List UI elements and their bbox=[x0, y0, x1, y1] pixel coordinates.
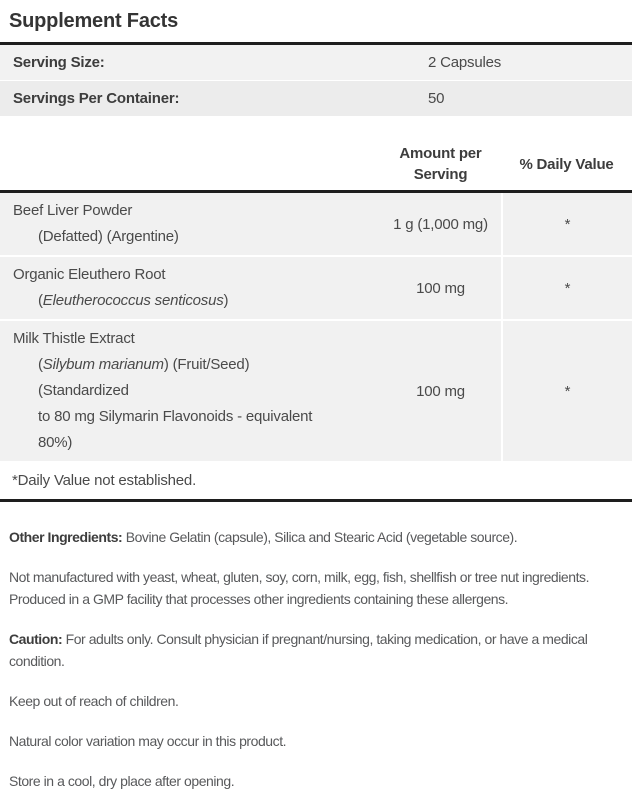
allergen-note: Not manufactured with yeast, wheat, glut… bbox=[9, 566, 623, 610]
note-text: Natural color variation may occur in thi… bbox=[9, 733, 287, 749]
ingredient-table: Beef Liver Powder (Defatted) (Argentine)… bbox=[0, 193, 632, 461]
divider-rule bbox=[0, 42, 632, 45]
note-text: Keep out of reach of children. bbox=[9, 693, 179, 709]
page-title: Supplement Facts bbox=[9, 10, 179, 32]
divider-rule bbox=[0, 190, 632, 193]
daily-value-cell: * bbox=[501, 321, 632, 461]
servings-per-container-label: Servings Per Container: bbox=[13, 90, 180, 107]
divider-rule bbox=[0, 499, 632, 502]
serving-size-row: Serving Size: 2 Capsules bbox=[0, 45, 632, 80]
daily-value-footnote: *Daily Value not established. bbox=[12, 472, 197, 489]
daily-value-cell: * bbox=[501, 257, 632, 319]
table-row-beef-liver: Beef Liver Powder (Defatted) (Argentine)… bbox=[0, 193, 632, 255]
ingredient-text: Beef Liver Powder bbox=[13, 202, 133, 219]
note-text: For adults only. Consult physician if pr… bbox=[9, 631, 588, 669]
ingredient-text: 80%) bbox=[38, 434, 73, 451]
note-text: Not manufactured with yeast, wheat, glut… bbox=[9, 569, 590, 607]
ingredient-text: Milk Thistle Extract bbox=[13, 330, 135, 347]
ingredient-text: ( bbox=[38, 292, 43, 309]
amount-cell: 100 mg bbox=[380, 257, 501, 319]
ingredient-text: (Standardized bbox=[38, 382, 129, 399]
notes-section: Other Ingredients: Bovine Gelatin (capsu… bbox=[0, 502, 632, 792]
daily-value-header: % Daily Value bbox=[519, 155, 614, 173]
ingredient-name: Beef Liver Powder (Defatted) (Argentine) bbox=[0, 193, 380, 255]
table-row-milk-thistle: Milk Thistle Extract (Silybum marianum) … bbox=[0, 321, 632, 461]
daily-value-cell: * bbox=[501, 193, 632, 255]
caution-note: Caution: For adults only. Consult physic… bbox=[9, 628, 623, 672]
note-text: Store in a cool, dry place after opening… bbox=[9, 773, 235, 789]
other-ingredients-note: Other Ingredients: Bovine Gelatin (capsu… bbox=[9, 526, 623, 548]
amount-per-serving-header: Amount per Serving bbox=[399, 145, 482, 183]
table-column-headers: Amount per Serving % Daily Value bbox=[0, 138, 632, 190]
amount-cell: 100 mg bbox=[380, 321, 501, 461]
note-lead: Other Ingredients: bbox=[9, 529, 123, 545]
ingredient-text: (Defatted) (Argentine) bbox=[38, 228, 179, 245]
note-lead: Caution: bbox=[9, 631, 63, 647]
ingredient-text: to 80 mg Silymarin Flavonoids - equivale… bbox=[38, 408, 313, 425]
ingredient-text: Organic Eleuthero Root bbox=[13, 266, 166, 283]
amount-cell: 1 g (1,000 mg) bbox=[380, 193, 501, 255]
serving-info-table: Serving Size: 2 Capsules Servings Per Co… bbox=[0, 45, 632, 116]
table-row-eleuthero: Organic Eleuthero Root (Eleutherococcus … bbox=[0, 257, 632, 319]
ingredient-text: ) bbox=[223, 292, 229, 309]
serving-size-value: 2 Capsules bbox=[428, 54, 502, 71]
note-text: Bovine Gelatin (capsule), Silica and Ste… bbox=[122, 529, 518, 545]
ingredient-latin-name: Eleutherococcus senticosus bbox=[42, 292, 224, 309]
children-warning-note: Keep out of reach of children. bbox=[9, 690, 623, 712]
color-variation-note: Natural color variation may occur in thi… bbox=[9, 730, 623, 752]
ingredient-text: ( bbox=[38, 356, 43, 373]
servings-per-container-value: 50 bbox=[428, 90, 445, 107]
ingredient-name: Milk Thistle Extract (Silybum marianum) … bbox=[0, 321, 380, 461]
ingredient-latin-name: Silybum marianum bbox=[42, 356, 164, 373]
ingredient-name: Organic Eleuthero Root (Eleutherococcus … bbox=[0, 257, 380, 319]
serving-size-label: Serving Size: bbox=[13, 54, 105, 71]
servings-per-container-row: Servings Per Container: 50 bbox=[0, 81, 632, 116]
ingredient-text: ) (Fruit/Seed) bbox=[163, 356, 250, 373]
storage-note: Store in a cool, dry place after opening… bbox=[9, 770, 623, 792]
